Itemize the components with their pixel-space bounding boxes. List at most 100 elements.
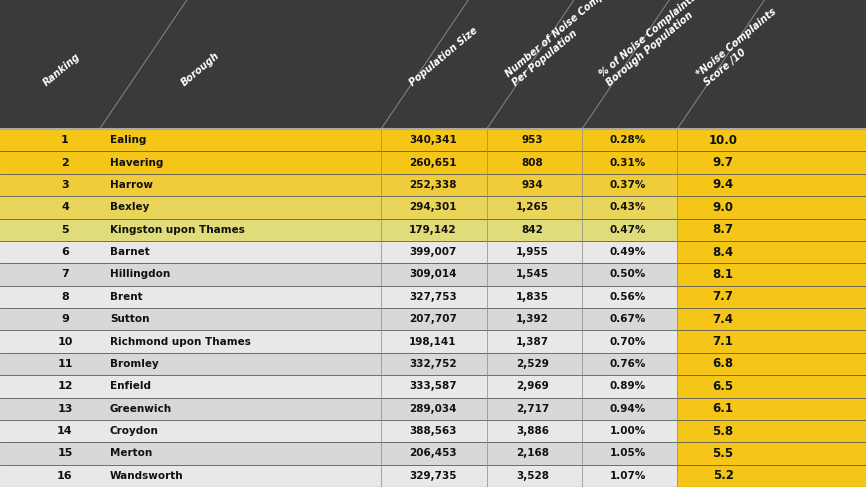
Text: 4: 4 <box>61 203 69 212</box>
Bar <box>677 219 866 241</box>
Text: Richmond upon Thames: Richmond upon Thames <box>110 337 251 347</box>
Text: 252,338: 252,338 <box>410 180 456 190</box>
Text: 7.1: 7.1 <box>713 335 734 348</box>
Text: Brent: Brent <box>110 292 143 302</box>
Bar <box>0 465 677 487</box>
Text: 399,007: 399,007 <box>410 247 456 257</box>
Text: 842: 842 <box>521 225 544 235</box>
Text: 1,392: 1,392 <box>516 314 549 324</box>
Bar <box>0 263 677 286</box>
Text: 0.70%: 0.70% <box>610 337 646 347</box>
Text: 260,651: 260,651 <box>410 158 456 168</box>
Bar <box>677 308 866 330</box>
Text: Merton: Merton <box>110 449 152 458</box>
Text: 1,387: 1,387 <box>516 337 549 347</box>
Text: 0.28%: 0.28% <box>610 135 646 145</box>
Text: 2: 2 <box>61 158 68 168</box>
Text: 3: 3 <box>61 180 68 190</box>
Text: 1,545: 1,545 <box>516 269 549 280</box>
Text: 9.7: 9.7 <box>713 156 734 169</box>
Text: 0.56%: 0.56% <box>610 292 646 302</box>
Bar <box>0 174 677 196</box>
Text: 332,752: 332,752 <box>410 359 456 369</box>
Text: Bexley: Bexley <box>110 203 149 212</box>
Text: Harrow: Harrow <box>110 180 153 190</box>
Text: 198,141: 198,141 <box>410 337 456 347</box>
Text: 0.43%: 0.43% <box>610 203 646 212</box>
Text: 5.5: 5.5 <box>713 447 734 460</box>
Bar <box>0 375 677 397</box>
Text: 953: 953 <box>522 135 543 145</box>
Text: Ranking: Ranking <box>42 51 82 88</box>
Text: 1,265: 1,265 <box>516 203 549 212</box>
Text: 2,529: 2,529 <box>516 359 549 369</box>
Text: 7: 7 <box>61 269 68 280</box>
Bar <box>677 375 866 397</box>
Bar <box>0 397 677 420</box>
Text: 0.76%: 0.76% <box>610 359 646 369</box>
Text: Bromley: Bromley <box>110 359 158 369</box>
Text: 6.8: 6.8 <box>713 357 734 371</box>
Text: 294,301: 294,301 <box>410 203 456 212</box>
Text: 1,955: 1,955 <box>516 247 549 257</box>
Bar <box>677 420 866 442</box>
Bar <box>0 286 677 308</box>
Text: 5: 5 <box>61 225 68 235</box>
Text: Number of Noise Complaints
Per Population: Number of Noise Complaints Per Populatio… <box>503 0 637 88</box>
Text: % of Noise Complaints
Borough Population: % of Noise Complaints Borough Population <box>598 0 706 88</box>
Text: 1.05%: 1.05% <box>610 449 646 458</box>
Text: 3,528: 3,528 <box>516 471 549 481</box>
Text: 0.49%: 0.49% <box>610 247 646 257</box>
Text: 5.2: 5.2 <box>713 469 734 482</box>
Text: 340,341: 340,341 <box>409 135 457 145</box>
Text: 0.37%: 0.37% <box>610 180 646 190</box>
Text: 1,835: 1,835 <box>516 292 549 302</box>
Text: 388,563: 388,563 <box>410 426 456 436</box>
Text: Ealing: Ealing <box>110 135 146 145</box>
Text: Havering: Havering <box>110 158 164 168</box>
Bar <box>0 0 866 129</box>
Bar <box>677 241 866 263</box>
Text: 2,168: 2,168 <box>516 449 549 458</box>
Text: 333,587: 333,587 <box>410 381 456 392</box>
Text: 289,034: 289,034 <box>410 404 456 413</box>
Text: 10: 10 <box>57 337 73 347</box>
Bar <box>677 263 866 286</box>
Text: Greenwich: Greenwich <box>110 404 172 413</box>
Text: Hillingdon: Hillingdon <box>110 269 171 280</box>
Text: 206,453: 206,453 <box>410 449 456 458</box>
Text: 0.89%: 0.89% <box>610 381 646 392</box>
Text: 327,753: 327,753 <box>409 292 457 302</box>
Bar <box>0 151 677 174</box>
Text: 7.4: 7.4 <box>713 313 734 326</box>
Bar <box>677 151 866 174</box>
Text: Enfield: Enfield <box>110 381 151 392</box>
Bar <box>677 442 866 465</box>
Text: 9.0: 9.0 <box>713 201 734 214</box>
Text: 0.47%: 0.47% <box>610 225 646 235</box>
Text: 14: 14 <box>57 426 73 436</box>
Bar <box>677 286 866 308</box>
Bar <box>677 196 866 219</box>
Bar <box>0 330 677 353</box>
Text: *Noise Complaints
Score /10: *Noise Complaints Score /10 <box>695 6 785 88</box>
Text: 207,707: 207,707 <box>409 314 457 324</box>
Text: 6: 6 <box>61 247 69 257</box>
Text: 808: 808 <box>521 158 544 168</box>
Text: Sutton: Sutton <box>110 314 150 324</box>
Bar <box>677 330 866 353</box>
Bar <box>0 353 677 375</box>
Text: 0.67%: 0.67% <box>610 314 646 324</box>
Text: 12: 12 <box>57 381 73 392</box>
Bar <box>0 308 677 330</box>
Text: 179,142: 179,142 <box>410 225 456 235</box>
Text: 1: 1 <box>61 135 68 145</box>
Bar <box>0 129 677 151</box>
Bar <box>0 241 677 263</box>
Text: 7.7: 7.7 <box>713 290 734 303</box>
Bar <box>677 397 866 420</box>
Bar <box>0 420 677 442</box>
Text: Barnet: Barnet <box>110 247 150 257</box>
Text: 8.1: 8.1 <box>713 268 734 281</box>
Text: 6.1: 6.1 <box>713 402 734 415</box>
